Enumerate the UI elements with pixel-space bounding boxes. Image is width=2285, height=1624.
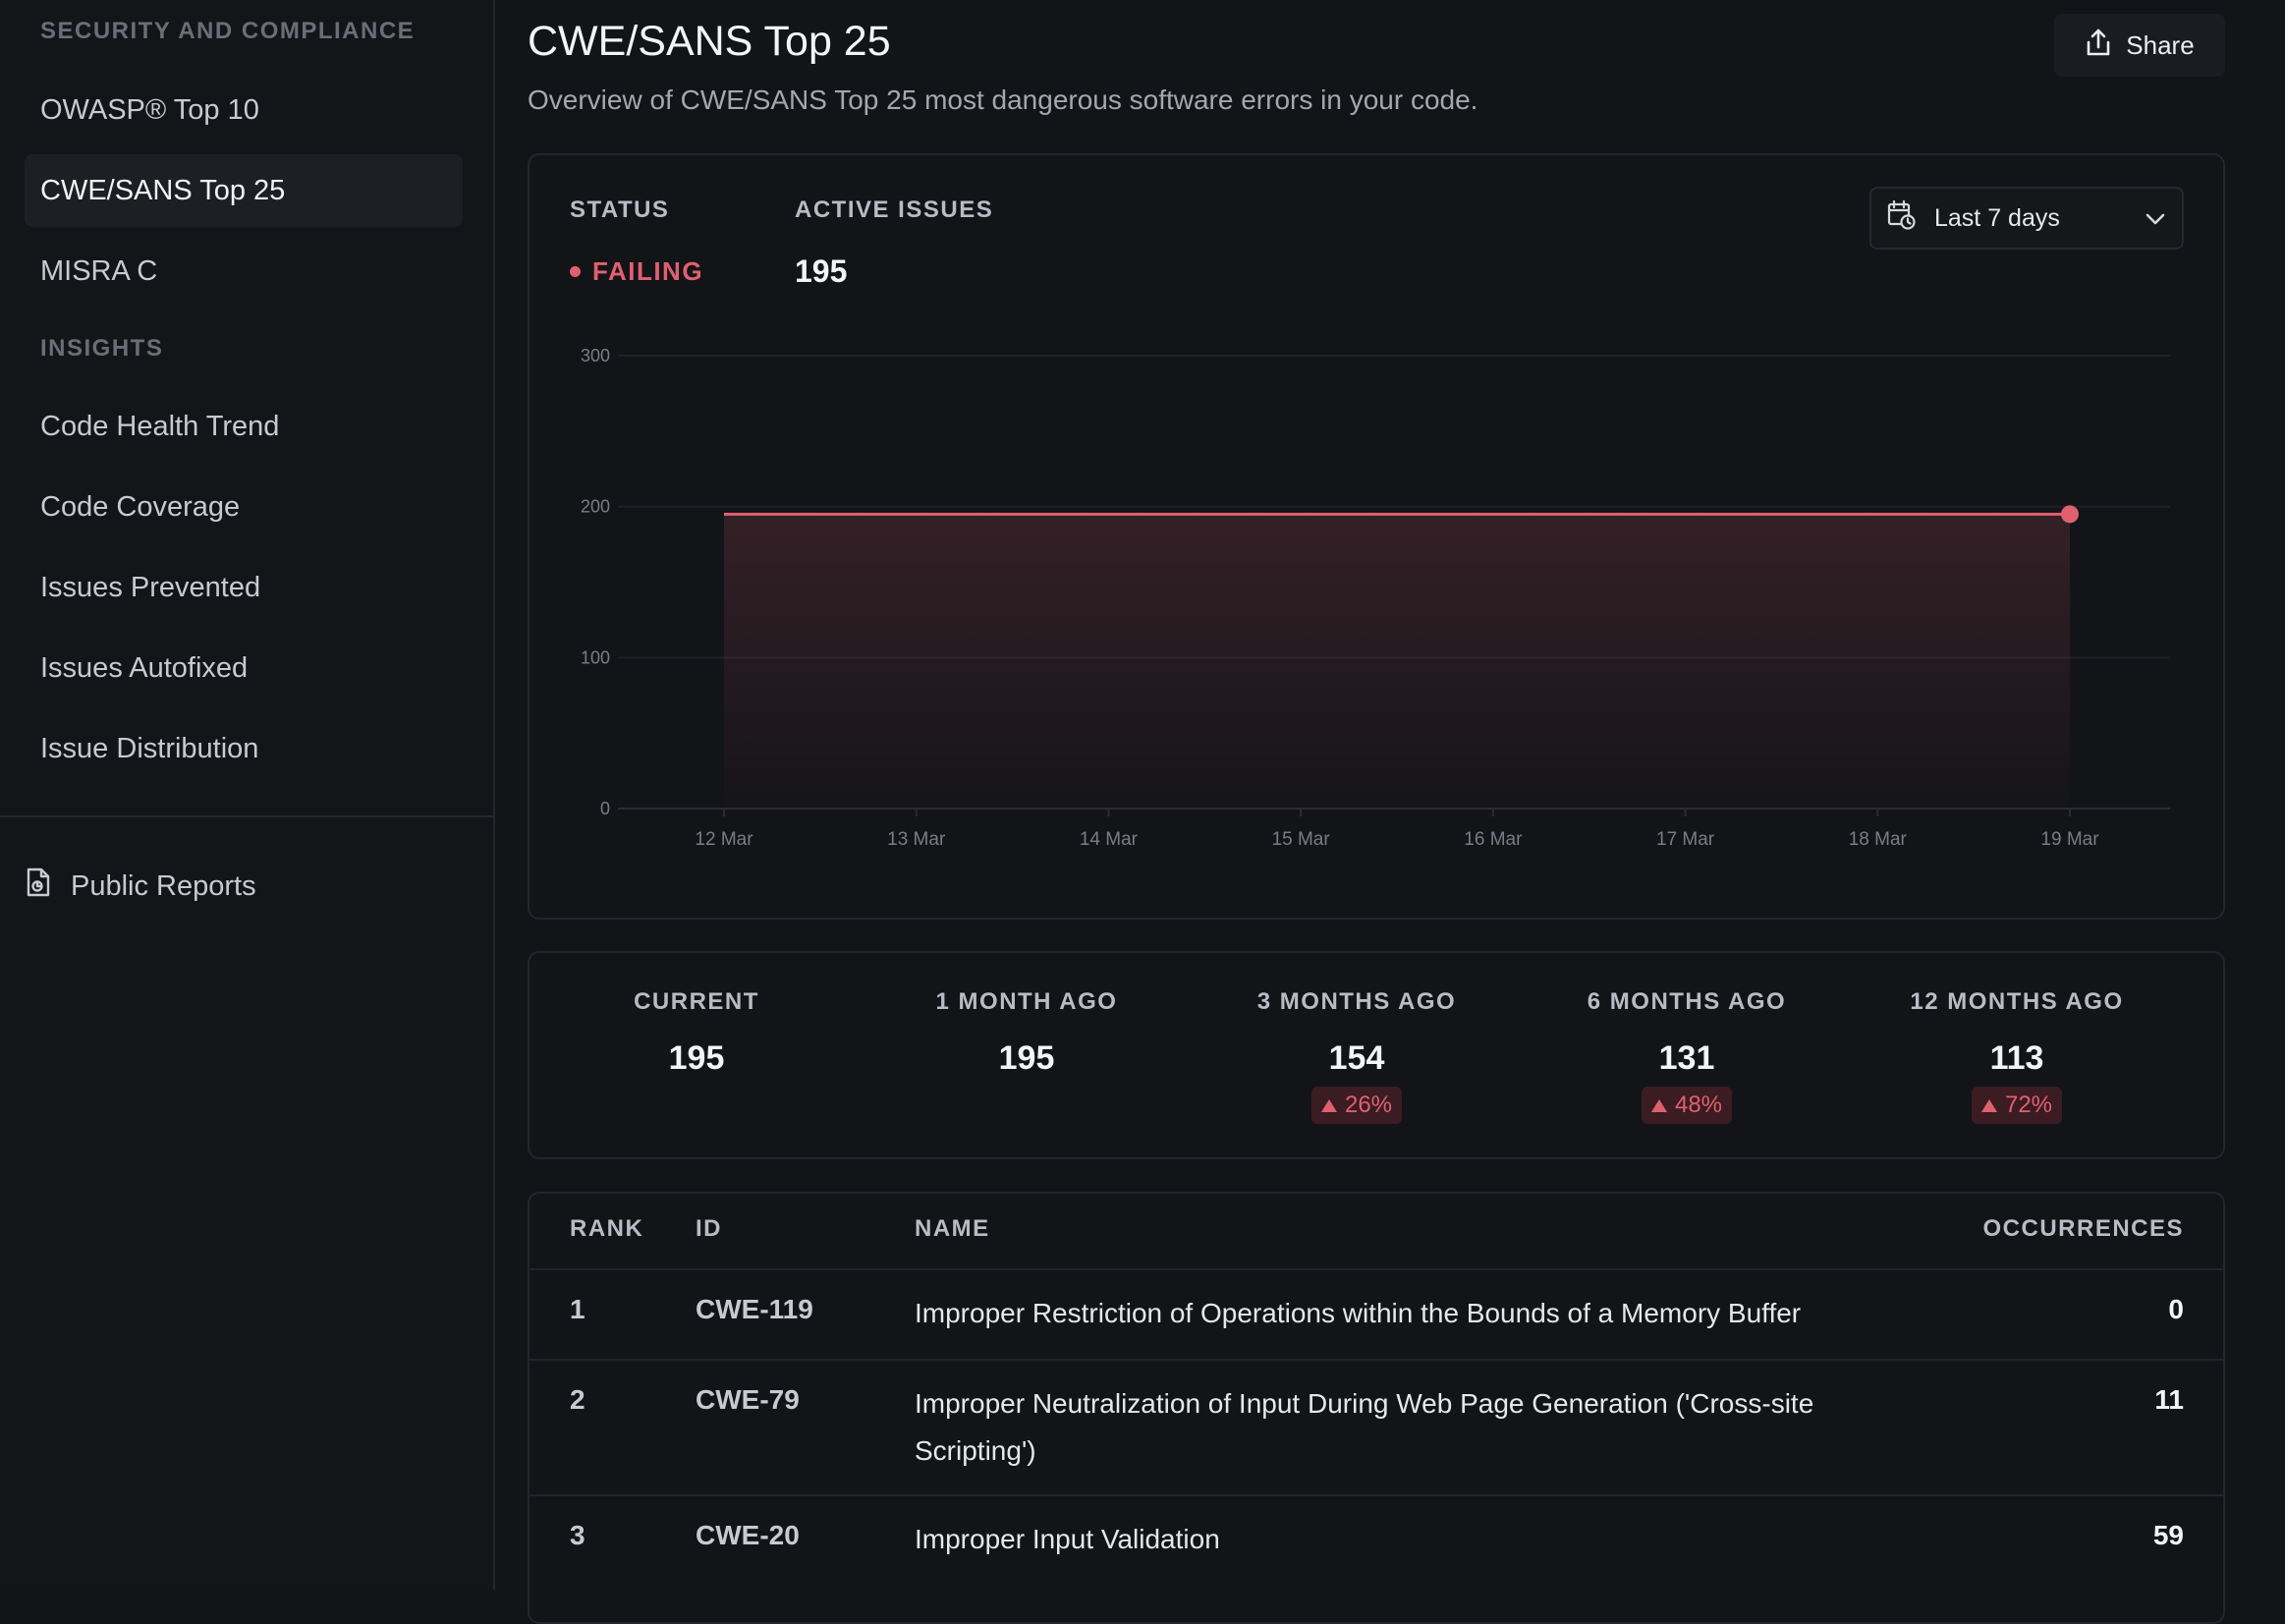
sidebar-heading-insights: INSIGHTS: [40, 335, 164, 362]
stat-change-badge: 26%: [1310, 1087, 1403, 1124]
status-value: FAILING: [592, 256, 704, 286]
stat-label: 1 MONTH AGO: [935, 988, 1118, 1015]
active-issues-label: ACTIVE ISSUES: [795, 196, 994, 223]
row-name: Improper Input Validation: [915, 1524, 1220, 1554]
sidebar-item-issues-prevented[interactable]: Issues Prevented: [25, 551, 463, 624]
triangle-up-icon: [1980, 1098, 1997, 1112]
stat-label: CURRENT: [634, 988, 759, 1015]
sidebar-item-label: MISRA C: [40, 254, 158, 287]
y-tick-label: 300: [581, 346, 610, 365]
triangle-up-icon: [1320, 1098, 1337, 1112]
stat-label: 12 MONTHS AGO: [1910, 988, 2124, 1015]
stat-change-badge: 48%: [1641, 1087, 1733, 1124]
sidebar-item-owasp-top-10[interactable]: OWASP® Top 10: [25, 74, 463, 146]
sidebar-item-code-coverage[interactable]: Code Coverage: [25, 471, 463, 543]
column-header-rank: RANK: [570, 1215, 644, 1242]
sidebar-item-label: Code Coverage: [40, 490, 241, 523]
data-point-last[interactable]: [2061, 505, 2079, 524]
sidebar-item-label: Issue Distribution: [40, 732, 259, 764]
active-issues-value: 195: [795, 253, 848, 289]
sidebar-item-code-health-trend[interactable]: Code Health Trend: [25, 390, 463, 463]
stat-value: 195: [998, 1039, 1055, 1077]
area-fill: [724, 514, 2070, 809]
x-tick-label: 12 Mar: [695, 829, 753, 850]
row-id: CWE-79: [696, 1384, 800, 1415]
x-tick-label: 16 Mar: [1464, 829, 1523, 850]
row-rank: 1: [570, 1294, 585, 1324]
y-tick-label: 200: [581, 497, 610, 517]
x-tick-label: 15 Mar: [1272, 829, 1331, 850]
sidebar-item-cwe-sans-top-25[interactable]: CWE/SANS Top 25: [25, 154, 463, 227]
sidebar-item-issues-autofixed[interactable]: Issues Autofixed: [25, 632, 463, 704]
table-row[interactable]: 3 CWE-20 Improper Input Validation 59: [529, 1494, 2223, 1585]
row-id: CWE-20: [696, 1520, 800, 1550]
x-tick-label: 14 Mar: [1080, 829, 1139, 850]
stat-value: 154: [1328, 1039, 1385, 1077]
cwe-table: RANK ID NAME OCCURRENCES 1 CWE-119 Impro…: [528, 1192, 2225, 1624]
row-rank: 3: [570, 1520, 585, 1550]
share-label: Share: [2126, 29, 2195, 60]
row-occurrences: 11: [2154, 1384, 2184, 1415]
stat-change-badge: 72%: [1971, 1087, 2063, 1124]
page-title: CWE/SANS Top 25: [528, 18, 891, 65]
sidebar-heading-security: SECURITY AND COMPLIANCE: [40, 18, 416, 44]
x-tick-label: 18 Mar: [1849, 829, 1908, 850]
sidebar: SECURITY AND COMPLIANCE OWASP® Top 10 CW…: [0, 0, 495, 1590]
column-header-occurrences: OCCURRENCES: [1982, 1215, 2184, 1242]
report-icon: [24, 867, 53, 906]
sidebar-item-label: Issues Prevented: [40, 571, 261, 603]
stat-label: 3 MONTHS AGO: [1256, 988, 1457, 1015]
trend-chart: 0 100 200 300 12 Mar 13 Mar 14 Mar 15 Mar 16 Ma…: [581, 346, 2170, 850]
stat-value: 195: [668, 1039, 725, 1077]
x-tick-label: 13 Mar: [887, 829, 946, 850]
calendar-clock-icon: [1887, 199, 1917, 238]
share-icon: [2085, 28, 2112, 64]
y-tick-label: 0: [600, 799, 610, 818]
sidebar-item-public-reports[interactable]: Public Reports: [24, 861, 256, 912]
date-range-value: Last 7 days: [1934, 203, 2060, 232]
sidebar-item-label: OWASP® Top 10: [40, 93, 259, 126]
row-name: Improper Restriction of Operations withi…: [915, 1298, 1802, 1328]
row-name: Improper Neutralization of Input During …: [915, 1388, 1814, 1466]
x-tick-label: 17 Mar: [1656, 829, 1715, 850]
trend-card: STATUS FAILING ACTIVE ISSUES 195 Last 7 …: [528, 153, 2225, 920]
stat-value: 113: [1989, 1039, 2044, 1077]
sidebar-item-label: Issues Autofixed: [40, 651, 249, 684]
page-subtitle: Overview of CWE/SANS Top 25 most dangero…: [528, 84, 1478, 115]
stat-value: 131: [1658, 1039, 1715, 1077]
stat-change-value: 26%: [1344, 1092, 1393, 1118]
stat-change-value: 72%: [2004, 1092, 2053, 1118]
triangle-up-icon: [1650, 1098, 1667, 1112]
status-label: STATUS: [570, 196, 670, 223]
share-button[interactable]: Share: [2054, 14, 2225, 77]
row-occurrences: 59: [2152, 1520, 2184, 1550]
public-reports-label: Public Reports: [71, 869, 256, 902]
stat-label: 6 MONTHS AGO: [1587, 988, 1787, 1015]
y-tick-label: 100: [581, 647, 610, 667]
sidebar-item-label: CWE/SANS Top 25: [40, 174, 286, 206]
column-header-name: NAME: [915, 1215, 990, 1242]
table-row[interactable]: 2 CWE-79 Improper Neutralization of Inpu…: [529, 1359, 2223, 1494]
x-tick-label: 19 Mar: [2040, 829, 2099, 850]
row-occurrences: 0: [2168, 1294, 2184, 1324]
stat-change-value: 48%: [1674, 1092, 1723, 1118]
column-header-id: ID: [696, 1215, 722, 1242]
row-id: CWE-119: [696, 1294, 813, 1324]
date-range-select[interactable]: Last 7 days: [1869, 187, 2184, 250]
chevron-down-icon: [2145, 204, 2166, 233]
sidebar-item-issue-distribution[interactable]: Issue Distribution: [25, 712, 463, 785]
sidebar-item-misra-c[interactable]: MISRA C: [25, 235, 463, 308]
status-dot-icon: [570, 266, 581, 277]
table-row[interactable]: 1 CWE-119 Improper Restriction of Operat…: [529, 1268, 2223, 1359]
status-badge: FAILING: [570, 256, 703, 287]
history-stats-card: CURRENT 195 1 MONTH AGO 195 3 MONTHS AGO 154 2…: [528, 951, 2225, 1159]
sidebar-item-label: Code Health Trend: [40, 410, 280, 442]
row-rank: 2: [570, 1384, 585, 1415]
sidebar-divider: [0, 815, 495, 817]
